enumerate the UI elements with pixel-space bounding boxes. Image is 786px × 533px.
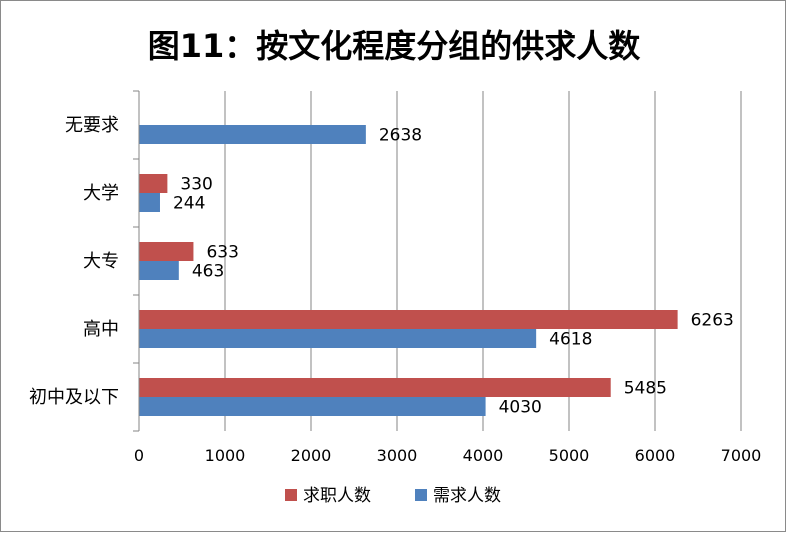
category-label: 大学 [83,183,119,204]
legend: 求职人数 需求人数 [285,486,501,506]
category-label: 高中 [83,319,119,340]
bar-需求人数 [139,329,537,348]
category-label: 无要求 [65,115,119,136]
data-label: 463 [192,262,224,282]
data-label: 2638 [379,126,422,146]
data-label: 5485 [624,379,667,399]
x-tick-label: 3000 [377,446,418,465]
data-label: 244 [173,194,205,214]
legend-label: 需求人数 [433,486,501,506]
bar-需求人数 [139,125,366,144]
legend-swatch [415,489,427,501]
bar-求职人数 [139,378,611,397]
bar-需求人数 [139,261,179,280]
x-tick-label: 5000 [549,446,590,465]
legend-label: 求职人数 [303,486,371,506]
category-label: 大专 [83,251,119,272]
bar-需求人数 [139,193,160,212]
bar-求职人数 [139,174,168,193]
x-tick-label: 2000 [291,446,332,465]
legend-swatch [285,489,297,501]
x-tick-label: 4000 [463,446,504,465]
bar-求职人数 [139,242,194,261]
gridlines [224,91,742,431]
data-label: 4030 [499,398,542,418]
data-label: 633 [206,243,238,263]
category-label: 初中及以下 [29,387,119,408]
x-tick-label: 6000 [635,446,676,465]
data-label: 6263 [691,311,734,331]
x-tick-label: 7000 [721,446,762,465]
data-label: 330 [180,175,212,195]
chart-title: 图11：按文化程度分组的供求人数 [148,27,642,65]
x-tick-label: 0 [134,446,144,465]
axes: 0 1000 2000 3000 4000 5000 6000 7000 无要求大学大专高中初中… [29,90,762,465]
bar-需求人数 [139,397,486,416]
x-tick-label: 1000 [205,446,246,465]
data-label: 4618 [549,330,592,350]
bar-求职人数 [139,310,678,329]
